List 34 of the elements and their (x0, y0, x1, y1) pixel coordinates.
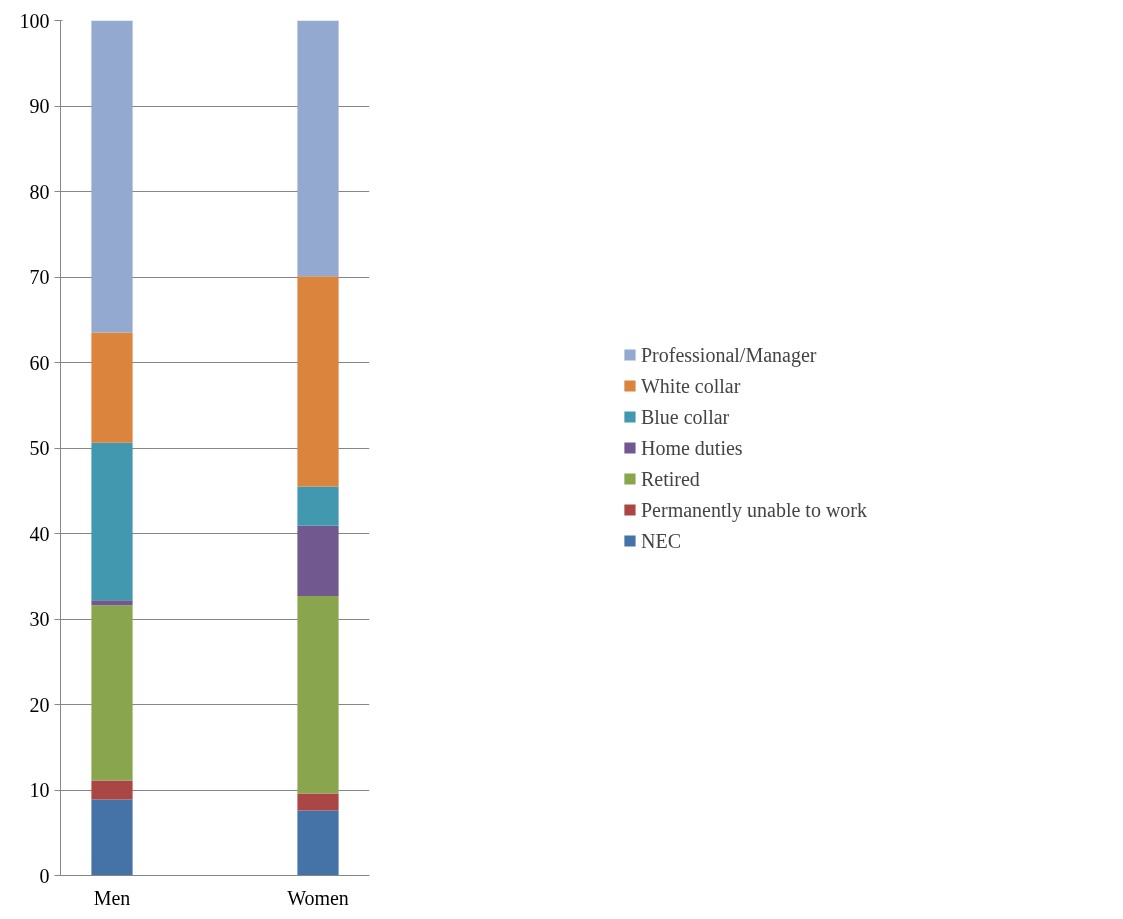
bar (297, 486, 339, 526)
y-tick-label: 70 (29, 266, 50, 288)
y-tick-label: 60 (29, 351, 50, 374)
bar (297, 20, 339, 277)
bar (91, 799, 133, 876)
y-tick-label: 40 (29, 522, 50, 545)
bar (297, 595, 339, 794)
bar (91, 442, 133, 601)
legend-label: Retired (640, 467, 700, 490)
bar (91, 605, 133, 781)
bar (91, 332, 133, 443)
legend-label: NEC (640, 529, 681, 552)
legend-label: Home duties (640, 436, 743, 459)
y-tick-label: 90 (29, 95, 50, 117)
bar (297, 793, 339, 811)
bar (91, 20, 133, 333)
legend-label: Blue collar (640, 405, 730, 428)
y-tick-label: 0 (39, 864, 50, 887)
legend-label: White collar (640, 374, 741, 397)
y-tick-label: 20 (29, 693, 50, 716)
y-tick-label: 100 (19, 9, 50, 32)
x-tick-label: Women (287, 886, 349, 909)
x-tick-label: Men (93, 886, 131, 909)
y-tick-label: 10 (29, 779, 50, 801)
bar (297, 810, 339, 876)
legend-label: Professional/Manager (640, 343, 817, 366)
y-tick-label: 80 (29, 180, 50, 203)
bar (297, 276, 339, 487)
legend-label: Permanently unable to work (640, 498, 868, 521)
y-tick-label: 30 (29, 608, 50, 630)
y-tick-label: 50 (29, 437, 50, 459)
bar (91, 780, 133, 800)
bar (297, 525, 339, 596)
bar (91, 600, 133, 606)
